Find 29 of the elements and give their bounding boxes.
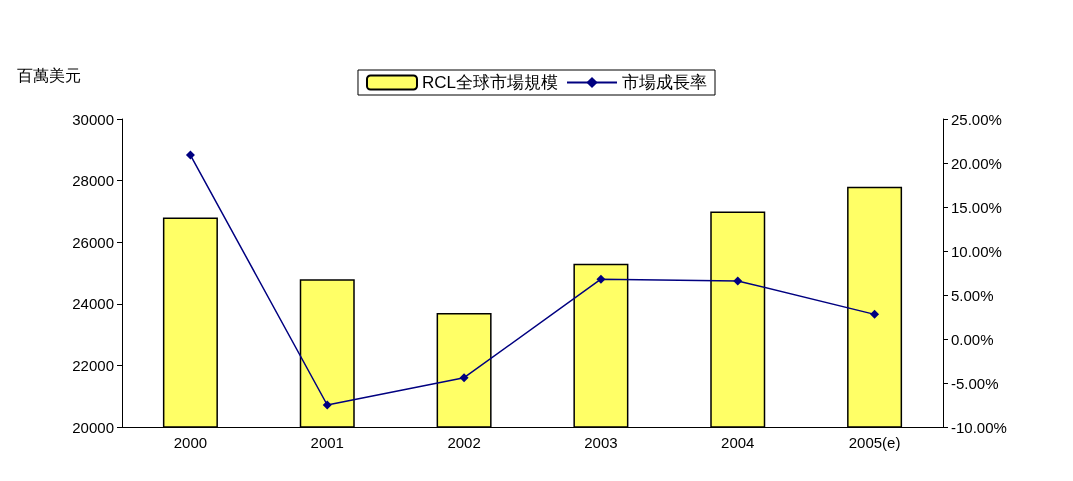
point <box>322 400 332 410</box>
point <box>459 373 469 383</box>
x-tick-label: 2003 <box>584 434 618 451</box>
point <box>870 309 880 319</box>
point <box>185 150 195 160</box>
y-tick-label: 20000 <box>72 418 114 436</box>
legend-label: 市場成長率 <box>622 73 707 92</box>
point <box>596 274 606 284</box>
y-axis-title: 百萬美元 <box>17 66 81 84</box>
y-tick-label: 26000 <box>72 233 114 251</box>
y2-tick-label: 5.00% <box>951 286 994 304</box>
y2-tick-label: -5.00% <box>951 374 999 392</box>
y-tick-label: 28000 <box>72 172 114 190</box>
y-tick-label: 24000 <box>72 295 114 313</box>
y2-tick-label: 25.00% <box>951 110 1002 128</box>
x-tick-label: 2001 <box>310 434 344 451</box>
y-tick-label: 22000 <box>72 356 114 374</box>
x-tick-label: 2004 <box>721 434 755 451</box>
legend-label: RCL全球市場規模 <box>422 73 559 92</box>
point <box>733 276 743 286</box>
y2-tick-label: 20.00% <box>951 154 1002 172</box>
x-tick-label: 2000 <box>173 434 208 451</box>
y2-tick-label: 15.00% <box>951 198 1002 216</box>
y2-tick-label: 10.00% <box>951 242 1002 260</box>
y-tick-label: 30000 <box>72 110 114 128</box>
x-tick-label: 2002 <box>447 434 481 451</box>
y2-tick-label: -10.00% <box>951 418 1007 436</box>
y2-tick-label: 0.00% <box>951 330 994 348</box>
x-tick-label: 2005(e) <box>848 434 901 451</box>
